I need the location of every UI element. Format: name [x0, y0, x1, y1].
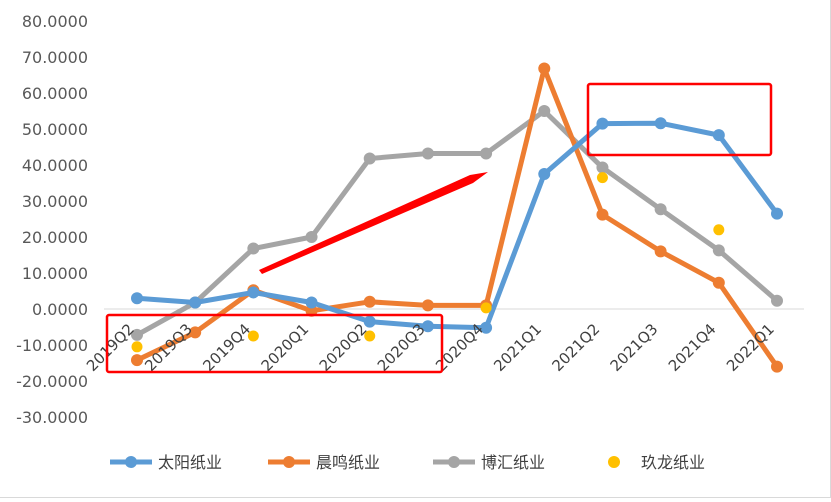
data-point — [480, 302, 492, 314]
x-tick-label: 2021Q1 — [490, 320, 545, 375]
x-tick-label: 2020Q3 — [374, 320, 429, 375]
data-point — [363, 315, 376, 328]
legend-label: 晨鸣纸业 — [316, 453, 380, 472]
y-tick-label: 30.0000 — [22, 192, 88, 211]
data-point — [654, 245, 667, 258]
data-point — [771, 360, 783, 373]
legend-item: 博汇纸业 — [433, 453, 545, 472]
legend-label: 博汇纸业 — [481, 453, 545, 472]
y-tick-label: -20.0000 — [16, 372, 88, 391]
legend-swatch-marker — [448, 456, 460, 468]
y-tick-label: -30.0000 — [16, 408, 88, 427]
y-tick-label: 10.0000 — [22, 264, 88, 283]
data-point — [596, 172, 608, 184]
x-tick-label: 2019Q2 — [83, 320, 138, 375]
data-point — [421, 299, 434, 312]
data-point — [131, 354, 143, 367]
data-point — [363, 295, 376, 308]
trend-arrow — [259, 172, 488, 274]
data-point — [131, 328, 143, 341]
x-tick-label: 2019Q4 — [199, 320, 254, 375]
series-line — [134, 120, 780, 331]
data-point — [363, 152, 376, 165]
data-point — [712, 276, 725, 289]
highlight-box — [586, 82, 773, 157]
y-tick-label: 40.0000 — [22, 156, 88, 175]
data-point — [596, 208, 609, 221]
y-tick-label: 0.0000 — [32, 300, 88, 319]
x-tick-label: 2020Q1 — [258, 320, 313, 375]
data-point — [247, 242, 260, 255]
legend-item: 晨鸣纸业 — [268, 453, 380, 472]
series-1 — [131, 117, 783, 334]
annotations — [105, 82, 773, 374]
y-tick-label: 80.0000 — [22, 12, 88, 31]
data-point — [712, 129, 725, 142]
legend-label: 玖龙纸业 — [641, 453, 705, 472]
data-point — [364, 330, 376, 342]
data-point — [713, 224, 725, 236]
y-tick-label: 70.0000 — [22, 48, 88, 67]
legend-item: 玖龙纸业 — [608, 453, 705, 472]
data-point — [305, 231, 318, 243]
legend-swatch-marker — [125, 456, 137, 468]
data-point — [771, 294, 783, 307]
x-tick-label: 2020Q2 — [316, 320, 371, 375]
y-tick-label: -10.0000 — [16, 336, 88, 355]
data-point — [596, 117, 609, 130]
y-tick-label: 50.0000 — [22, 120, 88, 139]
data-point — [538, 105, 551, 117]
legend-swatch-marker — [283, 456, 295, 468]
y-tick-label: 20.0000 — [22, 228, 88, 247]
series-group — [131, 62, 783, 373]
data-point — [421, 147, 434, 160]
legend-label: 太阳纸业 — [158, 453, 222, 472]
data-point — [247, 286, 260, 299]
x-tick-label: 2021Q2 — [548, 320, 603, 375]
x-tick-label: 2021Q4 — [665, 320, 720, 375]
data-point — [131, 341, 143, 353]
y-tick-label: 60.0000 — [22, 84, 88, 103]
data-point — [247, 330, 259, 342]
data-point — [480, 321, 493, 334]
data-point — [305, 296, 318, 309]
data-point — [189, 296, 202, 309]
series-line — [134, 108, 780, 338]
data-point — [538, 168, 551, 180]
data-point — [654, 117, 667, 130]
data-point — [480, 147, 493, 160]
x-tick-label: 2021Q3 — [607, 320, 662, 375]
legend-item: 太阳纸业 — [110, 453, 222, 472]
data-point — [538, 62, 551, 75]
highlight-box — [105, 313, 444, 374]
series-4 — [131, 172, 725, 353]
legend-swatch-marker — [608, 456, 620, 468]
data-point — [712, 244, 725, 257]
data-point — [771, 207, 783, 220]
data-point — [654, 203, 667, 216]
series-2 — [131, 62, 783, 373]
legend: 太阳纸业 晨鸣纸业 博汇纸业 玖龙纸业 — [110, 453, 705, 472]
data-point — [189, 326, 202, 339]
y-axis: 80.0000 70.0000 60.0000 50.0000 40.0000 30.00… — [16, 12, 88, 427]
data-point — [131, 292, 143, 305]
data-point — [421, 320, 434, 333]
data-point — [596, 161, 609, 174]
series-line — [134, 66, 780, 370]
